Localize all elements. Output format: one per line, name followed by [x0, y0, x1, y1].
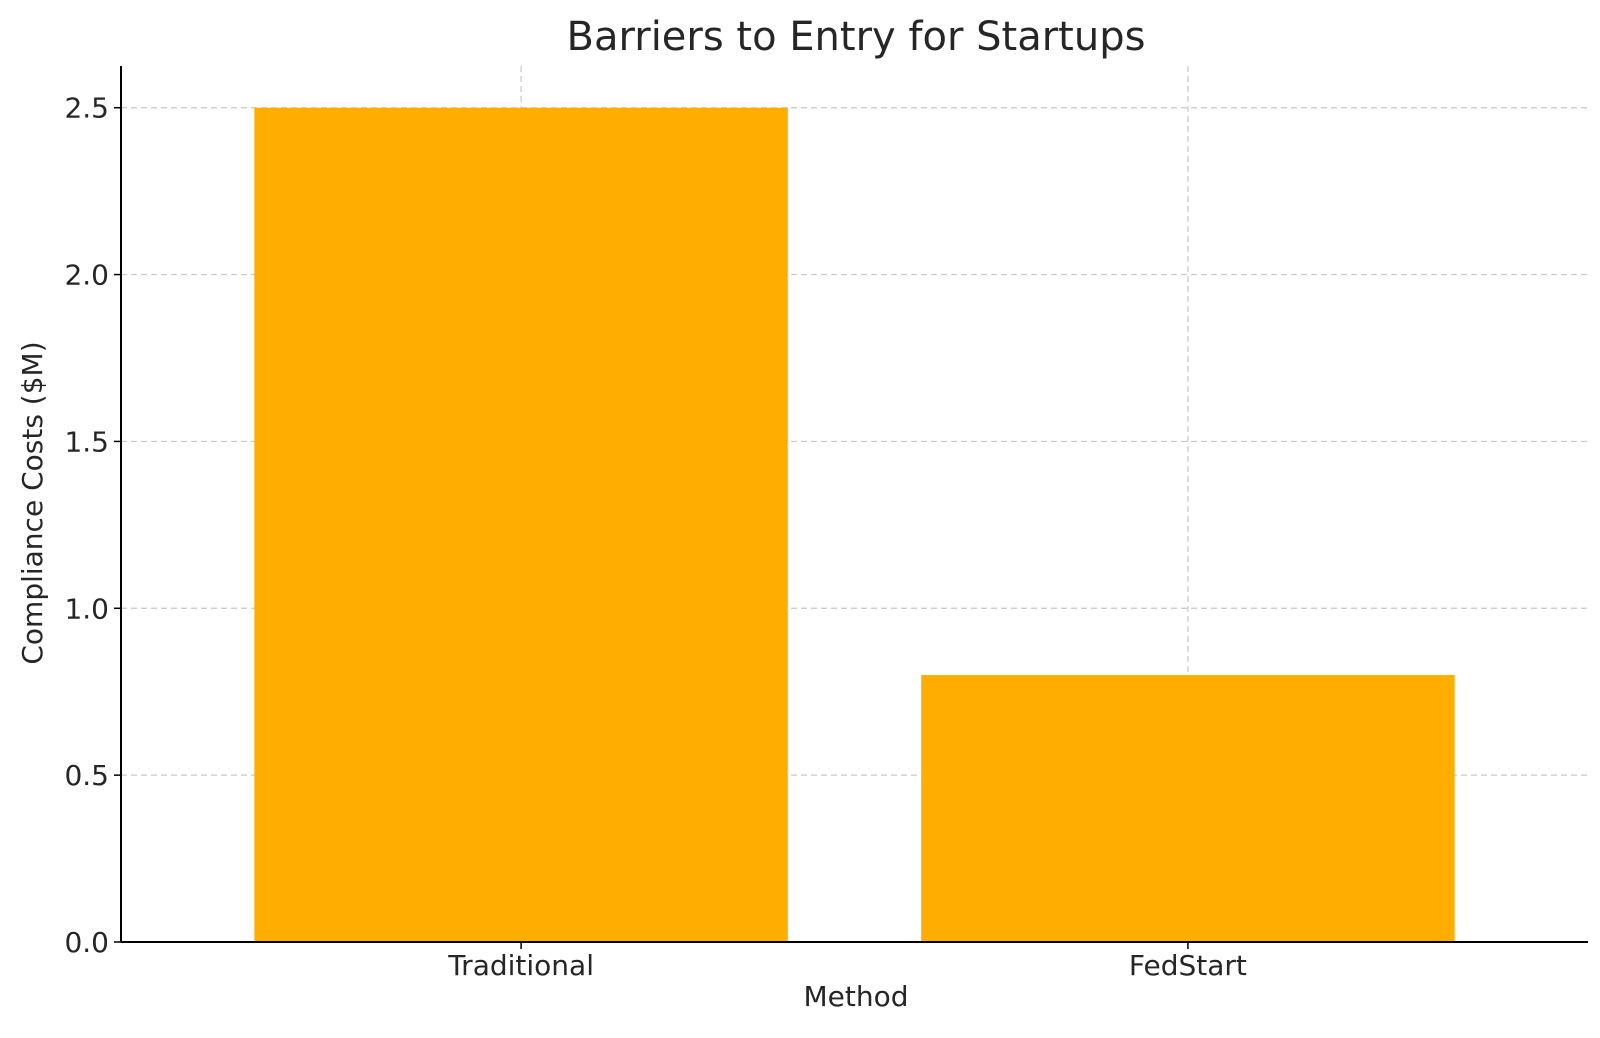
y-tick-label: 2.0 — [64, 259, 109, 292]
x-tick-label: Traditional — [447, 949, 594, 982]
axes-layer — [120, 66, 1588, 943]
bar-fedstart — [921, 675, 1455, 942]
y-tick-label: 1.5 — [64, 425, 109, 458]
y-tick-label: 0.5 — [64, 759, 109, 792]
ticks-layer: 0.0 0.5 1.0 1.5 2.0 2.5 Traditional FedStart — [64, 92, 1246, 982]
y-tick-label: 1.0 — [64, 592, 109, 625]
x-tick-label: FedStart — [1129, 949, 1247, 982]
x-axis-label: Method — [803, 980, 908, 1013]
chart-title: Barriers to Entry for Startups — [567, 14, 1146, 60]
y-axis-label: Compliance Costs ($M) — [16, 341, 49, 664]
bars-layer — [254, 107, 1455, 942]
y-tick-label: 0.0 — [64, 926, 109, 959]
bar-traditional — [254, 107, 788, 942]
y-tick-label: 2.5 — [64, 92, 109, 125]
